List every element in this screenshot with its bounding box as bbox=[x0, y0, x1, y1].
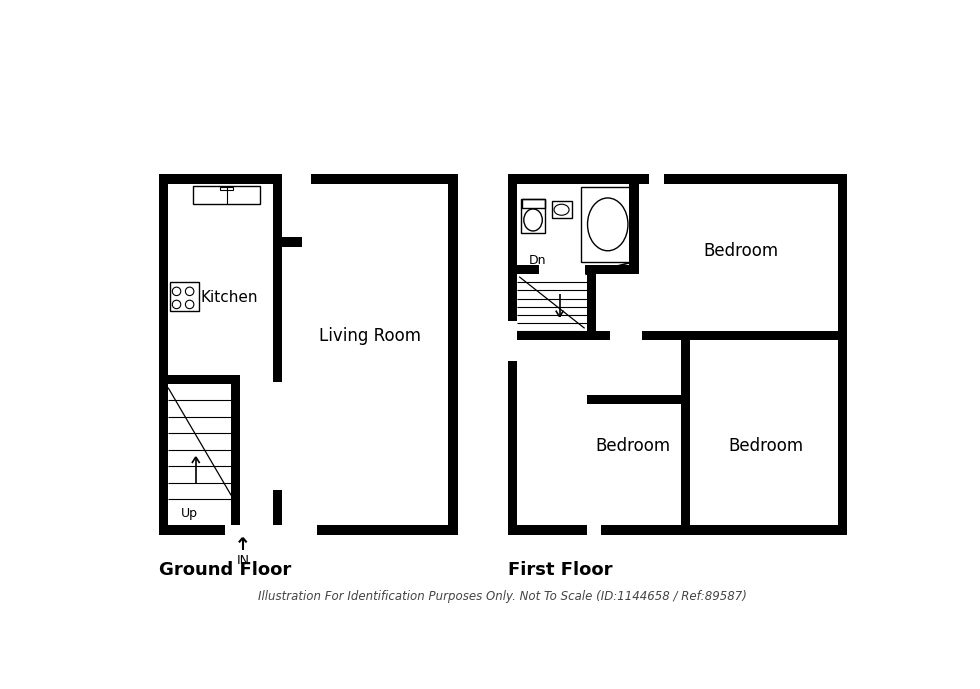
Text: Living Room: Living Room bbox=[318, 327, 420, 345]
Text: Ground Floor: Ground Floor bbox=[159, 561, 291, 579]
Bar bbox=[312, 174, 458, 183]
Text: Dn: Dn bbox=[528, 254, 546, 267]
Bar bbox=[449, 174, 458, 535]
Bar bbox=[159, 174, 275, 183]
Bar bbox=[585, 265, 639, 274]
Bar bbox=[318, 526, 458, 535]
Bar bbox=[508, 526, 587, 535]
Ellipse shape bbox=[524, 209, 542, 231]
Ellipse shape bbox=[554, 204, 569, 215]
Bar bbox=[629, 183, 639, 274]
Bar bbox=[587, 274, 596, 331]
Bar bbox=[838, 174, 847, 535]
Bar bbox=[508, 360, 516, 535]
Bar bbox=[681, 331, 690, 526]
Bar bbox=[516, 331, 611, 340]
Bar bbox=[516, 265, 539, 274]
Ellipse shape bbox=[588, 198, 628, 251]
Bar bbox=[170, 282, 199, 311]
Bar bbox=[159, 174, 169, 535]
Text: IN: IN bbox=[236, 554, 249, 567]
Bar bbox=[587, 395, 681, 404]
Text: Bedroom: Bedroom bbox=[728, 437, 804, 455]
Bar bbox=[521, 199, 545, 208]
Bar bbox=[272, 490, 282, 526]
Text: First Floor: First Floor bbox=[508, 561, 612, 579]
Bar bbox=[272, 174, 282, 371]
Bar bbox=[272, 238, 302, 247]
Bar bbox=[193, 186, 261, 205]
Bar bbox=[664, 174, 847, 183]
Text: Kitchen: Kitchen bbox=[200, 290, 258, 305]
Bar bbox=[643, 331, 838, 340]
Bar bbox=[169, 375, 240, 384]
Bar bbox=[272, 371, 282, 382]
Text: Illustration For Identification Purposes Only. Not To Scale (ID:1144658 / Ref:89: Illustration For Identification Purposes… bbox=[258, 590, 747, 603]
Bar bbox=[581, 187, 635, 262]
Bar bbox=[552, 201, 571, 218]
Text: Bedroom: Bedroom bbox=[596, 437, 670, 455]
Bar bbox=[508, 174, 516, 320]
Text: Up: Up bbox=[181, 506, 198, 520]
Bar bbox=[601, 526, 848, 535]
Bar bbox=[520, 199, 546, 233]
Bar bbox=[159, 526, 225, 535]
Bar bbox=[231, 384, 240, 526]
Text: Bedroom: Bedroom bbox=[704, 243, 778, 260]
Bar bbox=[220, 187, 233, 190]
Bar bbox=[508, 174, 649, 183]
